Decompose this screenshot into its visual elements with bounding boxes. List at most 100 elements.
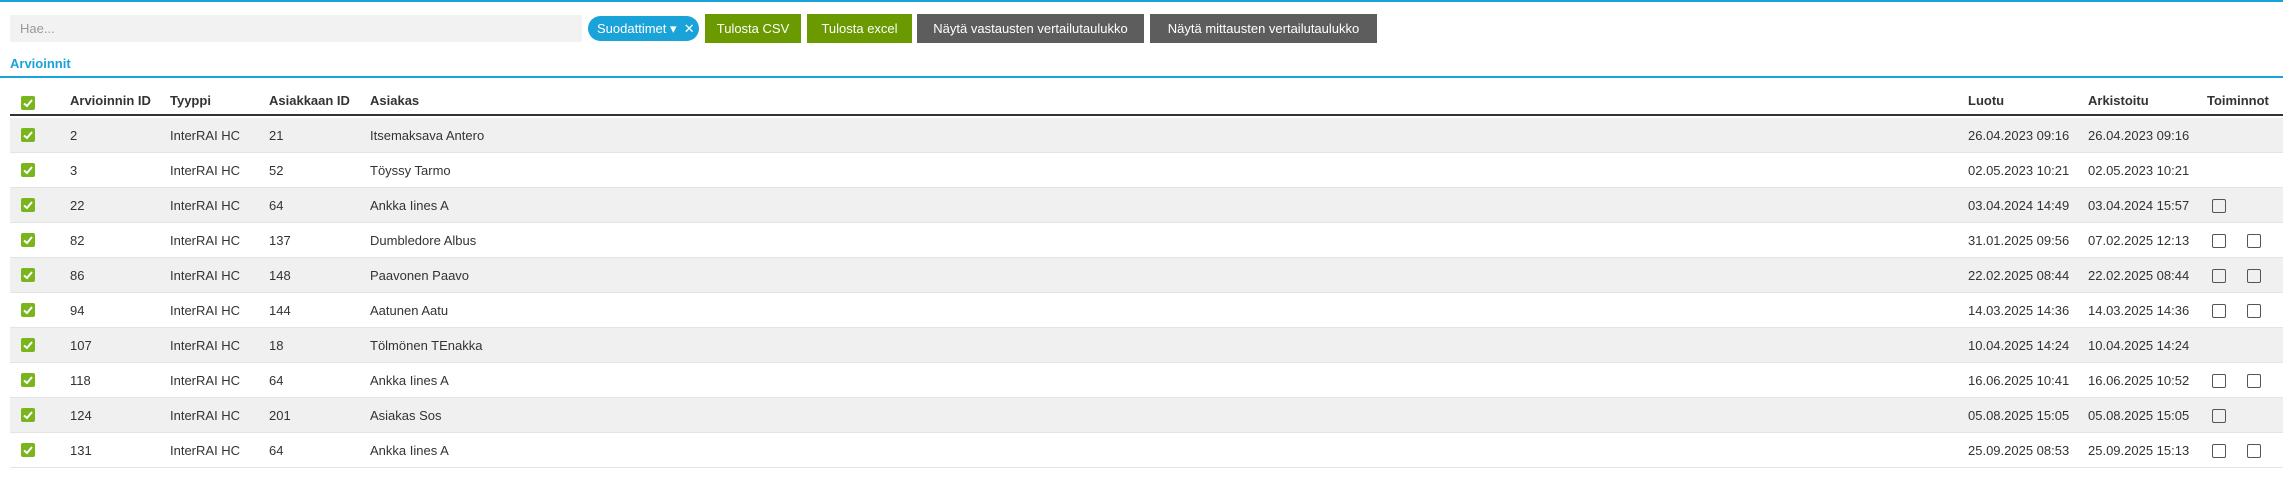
search-input[interactable]: Hae...: [10, 15, 582, 42]
table-cell: 05.08.2025 15:05: [2088, 408, 2190, 423]
row-checkbox[interactable]: [21, 163, 35, 177]
row-checkbox[interactable]: [21, 408, 35, 422]
column-header[interactable]: Toiminnot: [2207, 93, 2269, 108]
table-cell: Ankka Iines A: [370, 373, 449, 388]
table-cell: 03.04.2024 15:57: [2088, 198, 2190, 213]
row-checkbox[interactable]: [21, 128, 35, 142]
table-cell: Paavonen Paavo: [370, 268, 470, 283]
table-cell: 05.08.2025 15:05: [1968, 408, 2070, 423]
table-cell: 03.04.2024 14:49: [1968, 198, 2070, 213]
table-cell: InterRAI HC: [170, 163, 241, 178]
table-cell: 31.01.2025 09:56: [1968, 233, 2070, 248]
table-cell: 10.04.2025 14:24: [1968, 338, 2070, 353]
report-icon[interactable]: [2212, 409, 2226, 423]
table-cell: 82: [70, 233, 85, 248]
table-row: [10, 223, 2283, 258]
row-checkbox[interactable]: [21, 443, 35, 457]
table-row: [10, 293, 2283, 328]
table-cell: Aatunen Aatu: [370, 303, 449, 318]
table-cell: 131: [70, 443, 92, 458]
row-checkbox[interactable]: [21, 338, 35, 352]
table-cell: 148: [269, 268, 291, 283]
table-cell: 18: [269, 338, 284, 353]
chart-icon[interactable]: [2247, 234, 2261, 248]
report-icon[interactable]: [2212, 234, 2226, 248]
table-cell: Töyssy Tarmo: [370, 163, 451, 178]
chart-icon[interactable]: [2247, 269, 2261, 283]
report-icon[interactable]: [2212, 199, 2226, 213]
table-cell: 22.02.2025 08:44: [1968, 268, 2070, 283]
table-cell: 14.03.2025 14:36: [1968, 303, 2070, 318]
table-cell: 124: [70, 408, 92, 423]
table-row: [10, 188, 2283, 223]
table-row: [10, 398, 2283, 433]
table-cell: InterRAI HC: [170, 443, 241, 458]
report-icon[interactable]: [2212, 444, 2226, 458]
table-cell: 64: [269, 443, 284, 458]
table-cell: Itsemaksava Antero: [370, 128, 485, 143]
column-header[interactable]: Arvioinnin ID: [70, 93, 151, 108]
table-cell: InterRAI HC: [170, 128, 241, 143]
chart-icon[interactable]: [2247, 444, 2261, 458]
row-checkbox[interactable]: [21, 198, 35, 212]
table-cell: Ankka Iines A: [370, 198, 449, 213]
table-cell: 201: [269, 408, 291, 423]
table-cell: 22: [70, 198, 85, 213]
row-checkbox[interactable]: [21, 373, 35, 387]
table-cell: 64: [269, 373, 284, 388]
table-cell: 86: [70, 268, 85, 283]
row-checkbox[interactable]: [21, 233, 35, 247]
table-cell: 52: [269, 163, 284, 178]
tab[interactable]: Arvioinnit: [10, 56, 71, 71]
table-cell: 14.03.2025 14:36: [2088, 303, 2190, 318]
table-cell: 21: [269, 128, 284, 143]
table-row: [10, 153, 2283, 188]
table-cell: 02.05.2023 10:21: [1968, 163, 2070, 178]
table-cell: 25.09.2025 08:53: [1968, 443, 2070, 458]
answers-compare-button[interactable]: Näytä vastausten vertailutaulukko: [917, 14, 1144, 43]
table-cell: 144: [269, 303, 291, 318]
chart-icon[interactable]: [2247, 374, 2261, 388]
row-checkbox[interactable]: [21, 303, 35, 317]
table-cell: Asiakas Sos: [370, 408, 442, 423]
table-cell: 3: [70, 163, 78, 178]
table-cell: InterRAI HC: [170, 268, 241, 283]
table-row: [10, 258, 2283, 293]
column-header[interactable]: Tyyppi: [170, 93, 211, 108]
table-cell: Dumbledore Albus: [370, 233, 477, 248]
chart-icon[interactable]: [2247, 304, 2261, 318]
header-divider: [10, 114, 2283, 116]
csv-button[interactable]: Tulosta CSV: [705, 14, 801, 43]
table-row: [10, 118, 2283, 153]
table-cell: 22.02.2025 08:44: [2088, 268, 2190, 283]
table-cell: InterRAI HC: [170, 233, 241, 248]
table-cell: 16.06.2025 10:41: [1968, 373, 2070, 388]
tab-underline: [0, 76, 2283, 78]
table-cell: 118: [70, 373, 91, 388]
table-cell: InterRAI HC: [170, 303, 241, 318]
report-icon[interactable]: [2212, 374, 2226, 388]
table-cell: 64: [269, 198, 284, 213]
table-row: [10, 328, 2283, 363]
measures-compare-button[interactable]: Näytä mittausten vertailutaulukko: [1150, 14, 1377, 43]
table-cell: 26.04.2023 09:16: [1968, 128, 2070, 143]
table-cell: Tölmönen TEnakka: [370, 338, 483, 353]
column-header[interactable]: Asiakas: [370, 93, 420, 108]
table-cell: 107: [70, 338, 92, 353]
row-checkbox[interactable]: [21, 268, 35, 282]
table-cell: InterRAI HC: [170, 408, 241, 423]
column-header[interactable]: Asiakkaan ID: [269, 93, 350, 108]
select-all-checkbox[interactable]: [21, 96, 35, 110]
table-cell: InterRAI HC: [170, 198, 241, 213]
table-cell: 10.04.2025 14:24: [2088, 338, 2190, 353]
table-cell: 02.05.2023 10:21: [2088, 163, 2190, 178]
column-header[interactable]: Luotu: [1968, 93, 2005, 108]
table-cell: 26.04.2023 09:16: [2088, 128, 2190, 143]
report-icon[interactable]: [2212, 304, 2226, 318]
filter-chip[interactable]: Suodattimet ▾ ✕: [588, 16, 699, 41]
table-cell: 94: [70, 303, 85, 318]
excel-button[interactable]: Tulosta excel: [807, 14, 912, 43]
report-icon[interactable]: [2212, 269, 2226, 283]
column-header[interactable]: Arkistoitu: [2088, 93, 2149, 108]
